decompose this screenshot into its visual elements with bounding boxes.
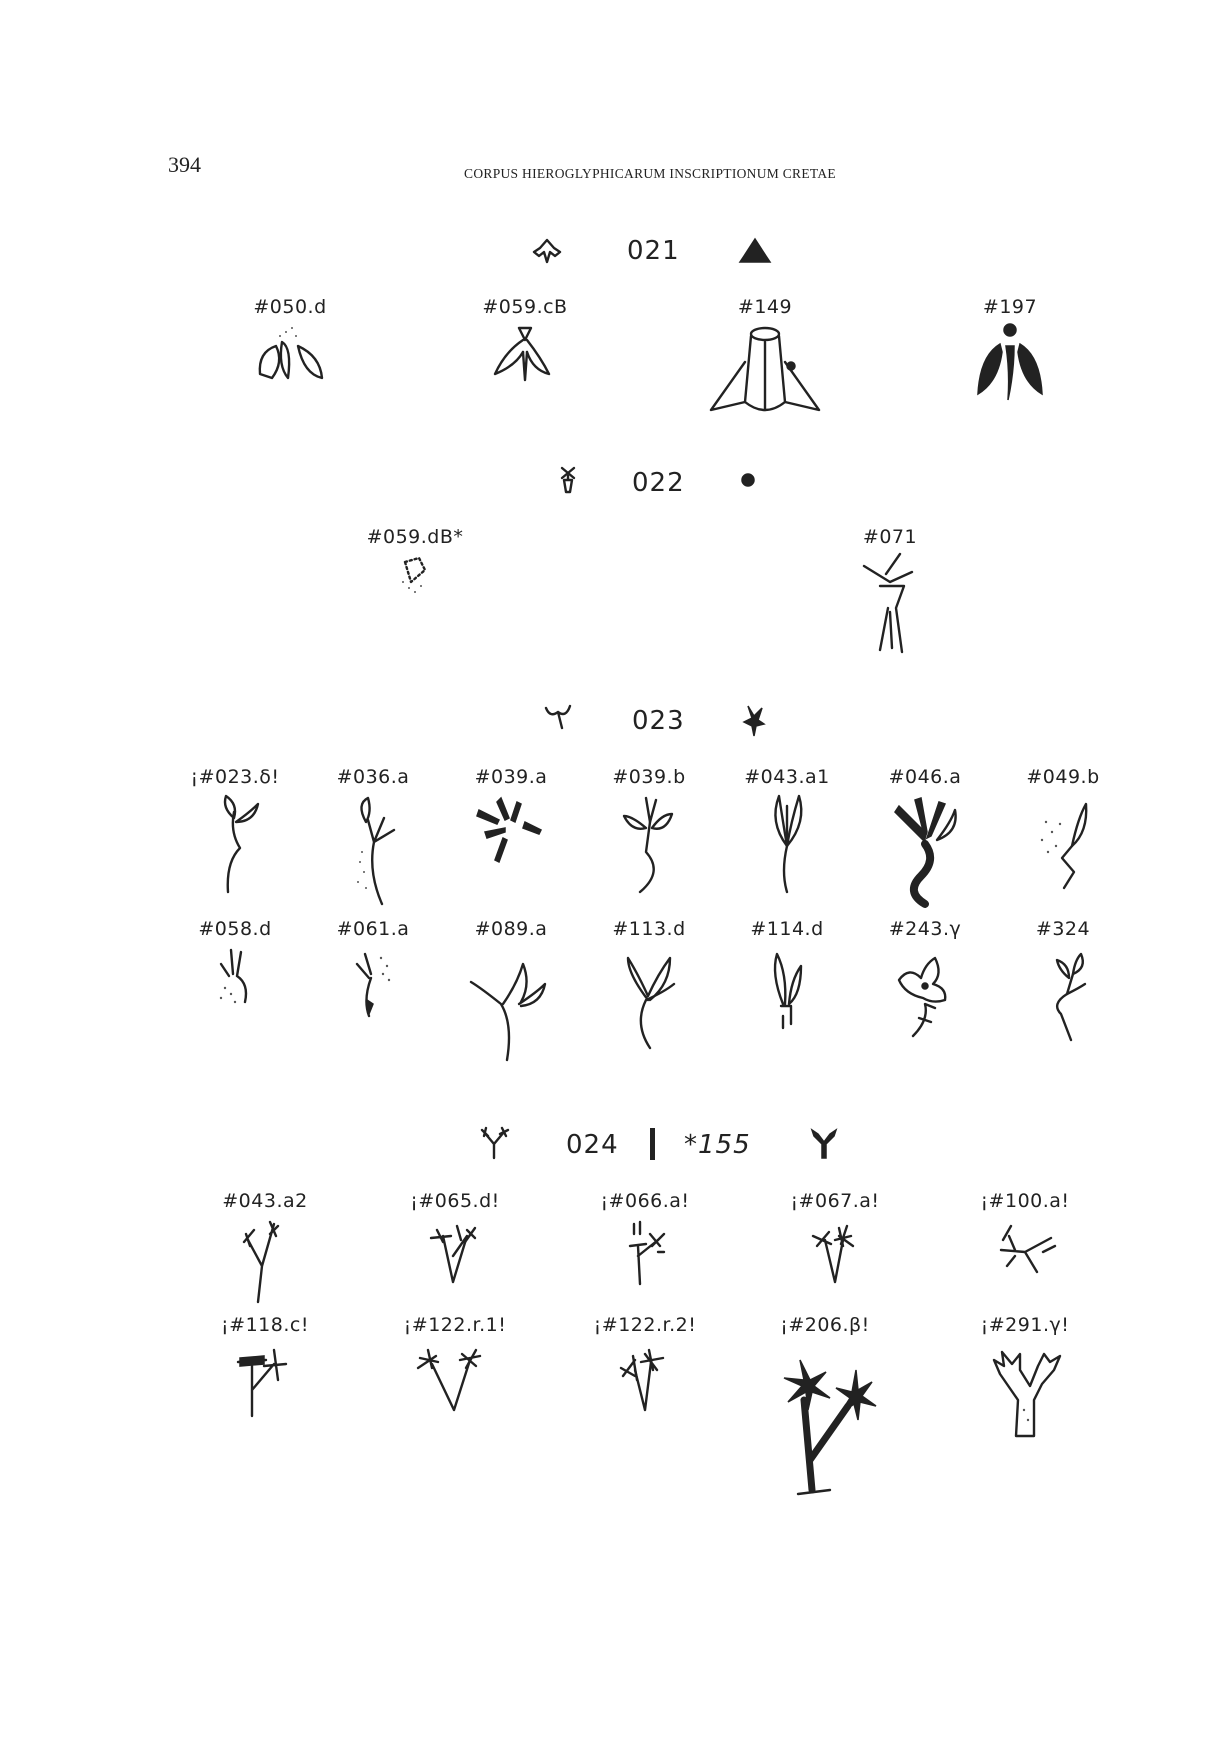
dot-icon xyxy=(741,473,755,487)
sprout-icon xyxy=(894,797,957,908)
sprout-icon xyxy=(1040,802,1088,890)
entry: #059.dB* xyxy=(350,526,480,602)
entry: ¡#066.a! xyxy=(580,1190,710,1296)
branch-icon xyxy=(416,1348,482,1412)
page-number: 394 xyxy=(168,152,201,177)
entry: #089.a xyxy=(446,918,576,1064)
insect-icon xyxy=(258,327,324,380)
insect-icon xyxy=(862,552,914,654)
sprout-icon xyxy=(355,952,391,1018)
entry: #043.a1 xyxy=(722,766,852,902)
sprout-icon xyxy=(476,796,543,864)
entry: #036.a xyxy=(308,766,438,912)
branch-icon xyxy=(783,1359,877,1496)
sprout-icon xyxy=(544,704,572,730)
section-number: 024 xyxy=(566,1130,619,1160)
sprout-icon xyxy=(622,796,674,894)
sprout-icon xyxy=(626,956,676,1050)
insect-icon xyxy=(738,237,772,263)
entry: #061.a xyxy=(308,918,438,1024)
entry: ¡#206.β! xyxy=(760,1314,890,1500)
sprout-icon xyxy=(357,796,396,906)
entry: ¡#122.r.1! xyxy=(390,1314,520,1420)
entry: #050.d xyxy=(225,296,355,386)
entry: ¡#122.r.2! xyxy=(580,1314,710,1420)
entry: #039.b xyxy=(584,766,714,902)
branch-icon xyxy=(999,1224,1057,1274)
entry: #149 xyxy=(700,296,830,422)
entry: #058.d xyxy=(170,918,300,1014)
branch-icon xyxy=(429,1224,477,1284)
entry: #324 xyxy=(998,918,1128,1044)
sprout-icon xyxy=(742,705,766,737)
sprout-icon xyxy=(469,962,547,1062)
sprout-icon xyxy=(773,952,803,1030)
running-title: CORPUS HIEROGLYPHICARUM INSCRIPTIONUM CR… xyxy=(464,166,836,181)
entry: ¡#100.a! xyxy=(960,1190,1090,1286)
entry: ¡#291.γ! xyxy=(960,1314,1090,1440)
branch-icon xyxy=(811,1224,855,1284)
branch-icon xyxy=(619,1348,665,1412)
insect-icon xyxy=(977,323,1043,401)
entry: #071 xyxy=(825,526,955,662)
branch-icon xyxy=(236,1348,288,1418)
branch-icon xyxy=(242,1220,280,1304)
sprout-icon xyxy=(1055,952,1087,1042)
section-number: 021 xyxy=(627,236,680,266)
sprout-icon xyxy=(774,794,803,894)
entry: #243.γ xyxy=(860,918,990,1044)
section-divider xyxy=(650,1128,655,1160)
branch-icon xyxy=(992,1350,1062,1438)
sprout-icon xyxy=(223,794,260,894)
entry: #039.a xyxy=(446,766,576,872)
insect-icon xyxy=(709,326,821,412)
insect-icon xyxy=(532,238,562,264)
section-number: 023 xyxy=(632,706,685,736)
insect-icon xyxy=(493,326,551,382)
branch-icon xyxy=(480,1126,510,1160)
entry: #197 xyxy=(945,296,1075,402)
entry: #049.b xyxy=(998,766,1128,902)
branch-icon xyxy=(628,1220,666,1286)
sprout-icon xyxy=(897,956,947,1038)
section-number: 022 xyxy=(632,468,685,498)
section-alt-number: *155 xyxy=(684,1130,751,1160)
entry: #114.d xyxy=(722,918,852,1034)
entry: ¡#065.d! xyxy=(390,1190,520,1296)
insect-icon xyxy=(560,466,576,494)
entry: ¡#023.δ! xyxy=(170,766,300,902)
branch-icon xyxy=(810,1128,838,1159)
entry: #043.a2 xyxy=(200,1190,330,1306)
sprout-icon xyxy=(219,948,248,1004)
entry: ¡#118.c! xyxy=(200,1314,330,1420)
entry: #046.a xyxy=(860,766,990,912)
entry: ¡#067.a! xyxy=(770,1190,900,1296)
entry: #059.cB xyxy=(460,296,590,386)
entry: #113.d xyxy=(584,918,714,1054)
insect-icon xyxy=(402,556,427,593)
